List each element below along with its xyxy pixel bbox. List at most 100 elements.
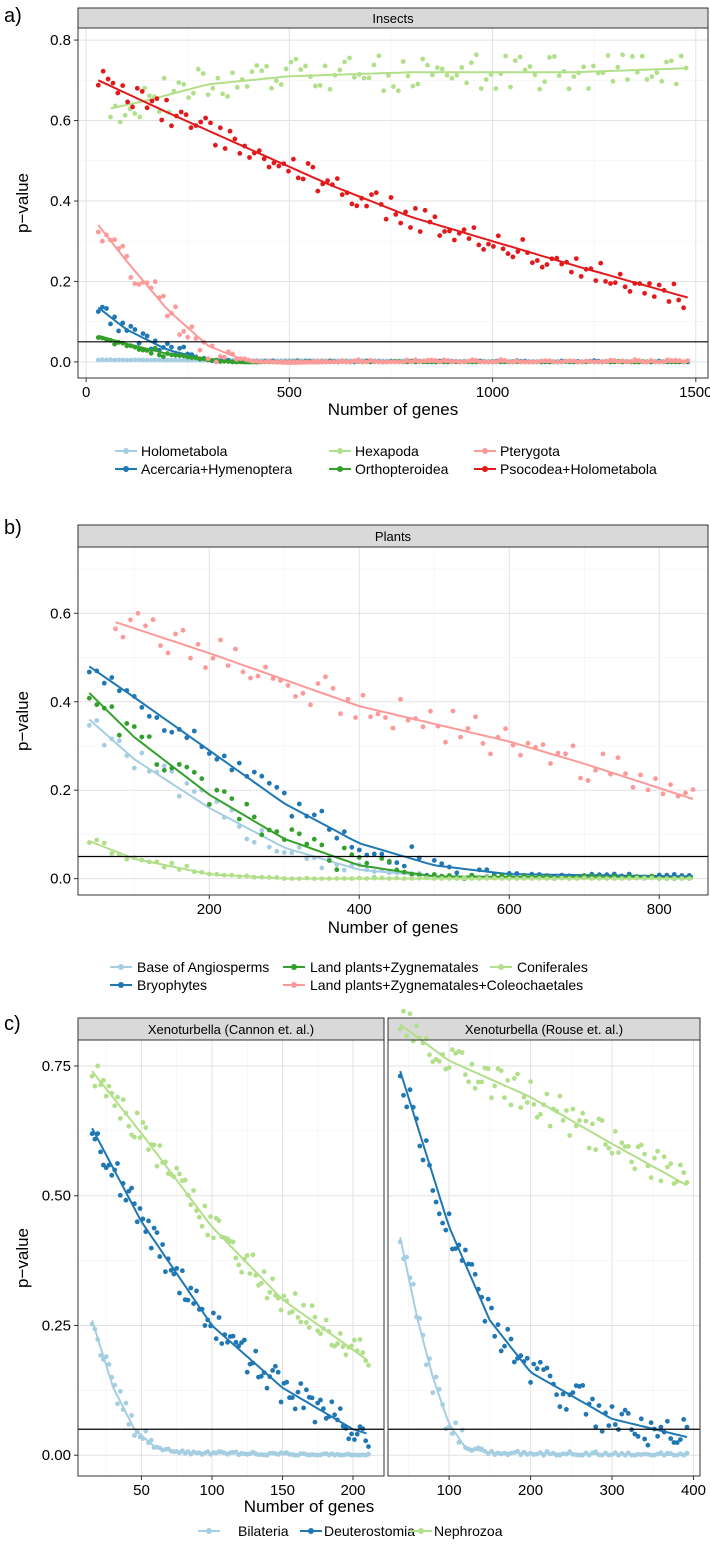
series-bilateria [397,1236,690,1458]
data-point [154,762,160,767]
data-point [472,1085,478,1091]
data-point [583,1411,589,1417]
data-point [609,1404,615,1409]
data-point [278,82,284,87]
data-point [161,767,167,773]
data-point [276,163,282,169]
data-point [130,104,135,110]
data-point [298,1381,304,1386]
data-point [364,860,370,866]
data-point [681,305,686,311]
data-point [247,155,252,160]
data-point [476,242,482,248]
data-point [664,59,669,65]
data-point [401,863,407,869]
data-point [218,637,223,643]
data-point [634,69,640,75]
data-point [123,1197,129,1203]
data-point [617,271,623,277]
xenoturbella-cannon-panel: Xenoturbella (Cannon et. al.) 50 100 150 200… [13,1017,385,1499]
data-point [537,1359,543,1365]
data-point [292,1406,298,1412]
fit-line [91,1070,367,1361]
data-point [148,350,154,356]
data-point [240,669,246,675]
data-point [531,1361,537,1367]
data-point [296,845,302,850]
data-point [105,76,111,82]
data-point [570,743,576,749]
data-point [690,787,696,792]
data-point [606,1423,612,1428]
data-point [157,1143,163,1148]
data-point [230,70,235,76]
data-point [398,220,404,226]
data-point [86,669,92,675]
data-point [165,313,170,319]
data-point [492,1333,498,1339]
data-point [437,233,443,239]
data-point [115,1094,120,1100]
data-point [339,192,345,198]
legend-item: Nephrozoa [410,1523,503,1539]
data-point [505,1326,511,1332]
data-point [511,1076,517,1081]
data-point [383,216,389,222]
data-point [413,206,418,211]
data-point [278,1399,284,1405]
data-point [341,845,347,851]
data-point [508,1102,514,1108]
data-point [409,844,415,850]
data-point [454,870,460,876]
data-point [321,1406,326,1412]
data-point [492,1083,498,1089]
data-point [444,72,450,78]
data-point [585,778,591,783]
data-point [334,867,340,873]
fit-line [91,1127,367,1435]
data-point [174,1165,180,1171]
data-point [312,1419,318,1425]
y-tick-label: 0.2 [50,782,71,799]
data-point [202,1323,208,1328]
data-point [450,708,456,714]
data-point [466,236,472,242]
data-point [329,1399,335,1405]
data-point [143,1125,149,1130]
data-point [554,1392,559,1398]
data-point [620,52,625,58]
data-point [139,89,145,94]
data-point [194,1288,199,1294]
data-point [658,1424,664,1430]
data-point [164,97,170,103]
data-point [178,109,184,115]
data-point [379,856,385,861]
data-point [520,237,526,242]
data-point [615,755,621,761]
data-point [301,1302,306,1308]
data-point [309,1395,315,1401]
legend-xenoturbella: Bilateria Deuterostomia Nephrozoa [198,1523,503,1539]
data-point [140,1120,146,1125]
data-point [124,253,130,259]
data-point [453,1246,458,1251]
data-point [466,1079,471,1085]
data-point [407,1011,413,1017]
data-point [518,752,523,758]
data-point [128,275,134,280]
data-point [292,1291,298,1296]
data-point [505,251,511,257]
y-tick-label: 0.0 [50,354,71,371]
data-point [666,299,672,304]
data-point [298,67,304,72]
data-point [161,354,166,360]
data-point [136,347,142,352]
fit-line [97,224,688,365]
data-point [174,1266,180,1271]
data-point [674,1440,680,1445]
data-point [108,321,113,327]
data-point [330,685,336,691]
data-point [259,827,265,833]
data-point [512,58,518,63]
data-point [124,721,130,726]
